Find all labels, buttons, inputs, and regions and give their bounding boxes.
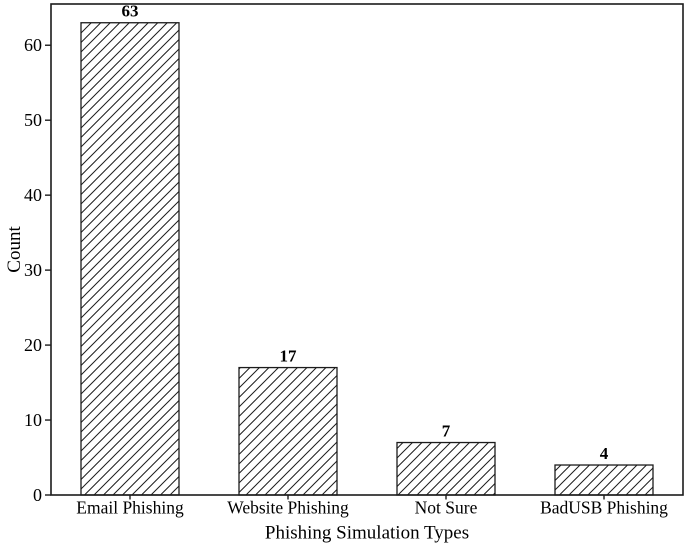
y-tick-label-0: 0	[33, 485, 42, 505]
bar-website-phishing	[238, 366, 338, 496]
y-tick-label-30: 30	[24, 260, 42, 280]
x-tick-label-not-sure: Not Sure	[415, 498, 478, 518]
bar-not-sure	[396, 441, 496, 496]
bars-group	[80, 22, 654, 496]
y-tick-label-10: 10	[24, 410, 42, 430]
plot-border	[50, 3, 684, 496]
x-axis-title: Phishing Simulation Types	[265, 523, 469, 544]
bar-value-label-badusb-phishing: 4	[600, 444, 609, 463]
axes-group	[45, 3, 684, 500]
x-tick-label-email-phishing: Email Phishing	[76, 498, 184, 518]
bar-value-label-email-phishing: 63	[122, 2, 139, 21]
y-tick-label-40: 40	[24, 185, 42, 205]
bar-badusb-phishing	[554, 464, 654, 496]
bar-value-label-not-sure: 7	[442, 422, 451, 441]
x-tick-label-badusb-phishing: BadUSB Phishing	[540, 498, 668, 518]
y-axis-title: Count	[4, 226, 25, 273]
y-tick-label-60: 60	[24, 35, 42, 55]
bar-value-label-website-phishing: 17	[280, 347, 298, 366]
labels-group: 0 10 20 30 40 50 60 Email Phishing 63 Website Phi…	[4, 2, 668, 544]
y-tick-label-50: 50	[24, 110, 42, 130]
y-tick-label-20: 20	[24, 335, 42, 355]
bar-email-phishing	[80, 22, 180, 496]
x-tick-label-website-phishing: Website Phishing	[227, 498, 349, 518]
